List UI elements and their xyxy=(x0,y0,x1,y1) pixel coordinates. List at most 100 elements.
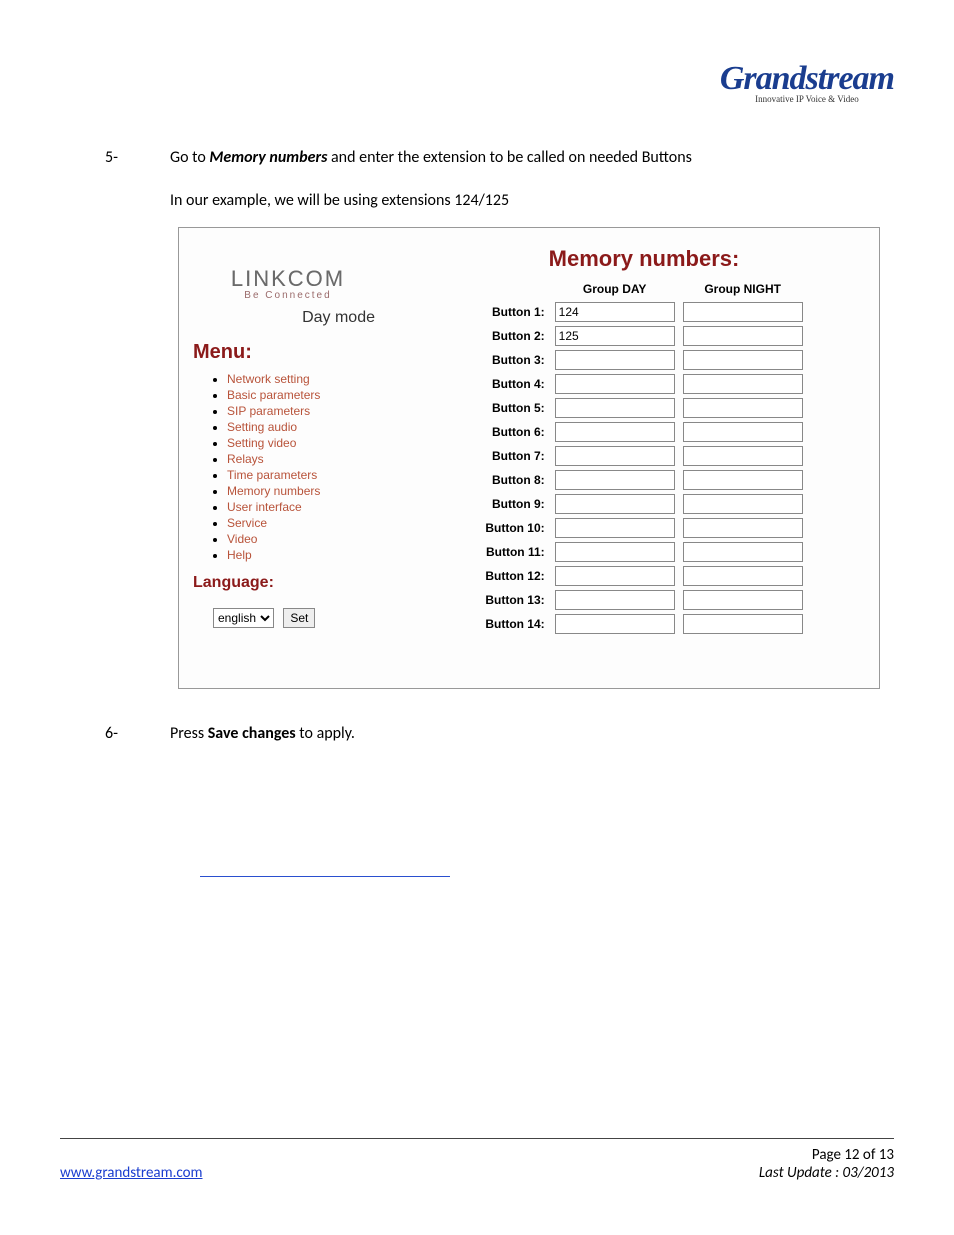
step-5-prefix: Go to xyxy=(170,148,209,167)
menu-item-label: Video xyxy=(227,532,257,546)
button-label: Button 12: xyxy=(481,564,550,588)
grandstream-logo: Grandstream Innovative IP Voice & Video xyxy=(720,60,894,104)
button-label: Button 5: xyxy=(481,396,550,420)
group-night-input[interactable] xyxy=(683,494,803,514)
menu-item-label: Service xyxy=(227,516,267,530)
group-day-input[interactable] xyxy=(555,350,675,370)
button-label: Button 14: xyxy=(481,612,550,636)
column-header-night: Group NIGHT xyxy=(679,278,807,300)
language-row: english Set xyxy=(213,608,383,628)
group-night-input[interactable] xyxy=(683,518,803,538)
group-night-input[interactable] xyxy=(683,470,803,490)
page-number: Page 12 of 13 xyxy=(759,1146,894,1164)
linkcom-logo: LINKCOM xyxy=(193,266,383,292)
table-row: Button 7: xyxy=(481,444,806,468)
document-page: Grandstream Innovative IP Voice & Video … xyxy=(0,0,954,1235)
table-row: Button 12: xyxy=(481,564,806,588)
step-5-suffix: and enter the extension to be called on … xyxy=(327,148,692,167)
group-night-input[interactable] xyxy=(683,614,803,634)
group-night-input[interactable] xyxy=(683,374,803,394)
memory-numbers-table: Group DAY Group NIGHT Button 1:Button 2:… xyxy=(481,278,806,636)
menu-list: Network setting Basic parameters SIP param… xyxy=(227,372,383,562)
table-row: Button 11: xyxy=(481,540,806,564)
step-5: 5- Go to Memory numbers and enter the ex… xyxy=(135,148,692,210)
menu-item-label: Network setting xyxy=(227,372,310,386)
group-night-input[interactable] xyxy=(683,566,803,586)
group-night-input[interactable] xyxy=(683,542,803,562)
language-select[interactable]: english xyxy=(213,608,274,628)
group-night-input[interactable] xyxy=(683,398,803,418)
memory-numbers-title: Memory numbers: xyxy=(429,246,859,272)
button-label: Button 7: xyxy=(481,444,550,468)
menu-item-label: User interface xyxy=(227,500,302,514)
table-row: Button 3: xyxy=(481,348,806,372)
group-day-input[interactable] xyxy=(555,542,675,562)
step-5-bold: Memory numbers xyxy=(209,148,327,167)
group-night-input[interactable] xyxy=(683,590,803,610)
group-night-input[interactable] xyxy=(683,446,803,466)
group-day-input[interactable] xyxy=(555,302,675,322)
group-day-input[interactable] xyxy=(555,494,675,514)
menu-item[interactable]: Video xyxy=(227,532,383,546)
menu-item[interactable]: User interface xyxy=(227,500,383,514)
menu-item-label: Basic parameters xyxy=(227,388,320,402)
menu-item[interactable]: Time parameters xyxy=(227,468,383,482)
step-6-number: 6- xyxy=(105,724,118,743)
language-header: Language: xyxy=(193,574,383,592)
menu-item[interactable]: Basic parameters xyxy=(227,388,383,402)
menu-item[interactable]: Help xyxy=(227,548,383,562)
sidebar: LINKCOM Be Connected Day mode Menu: Netw… xyxy=(193,266,383,628)
group-day-input[interactable] xyxy=(555,326,675,346)
table-row: Button 8: xyxy=(481,468,806,492)
menu-item-label: Memory numbers xyxy=(227,484,320,498)
menu-item[interactable]: Setting video xyxy=(227,436,383,450)
table-row: Button 14: xyxy=(481,612,806,636)
table-row: Button 9: xyxy=(481,492,806,516)
group-day-input[interactable] xyxy=(555,422,675,442)
menu-item[interactable]: Memory numbers xyxy=(227,484,383,498)
button-label: Button 4: xyxy=(481,372,550,396)
column-header-day: Group DAY xyxy=(551,278,679,300)
menu-item[interactable]: Service xyxy=(227,516,383,530)
group-day-input[interactable] xyxy=(555,446,675,466)
menu-item[interactable]: Setting audio xyxy=(227,420,383,434)
button-label: Button 10: xyxy=(481,516,550,540)
table-row: Button 5: xyxy=(481,396,806,420)
group-day-input[interactable] xyxy=(555,518,675,538)
group-day-input[interactable] xyxy=(555,398,675,418)
separator-rule xyxy=(200,876,450,877)
menu-item-label: Setting video xyxy=(227,436,296,450)
group-night-input[interactable] xyxy=(683,326,803,346)
button-label: Button 2: xyxy=(481,324,550,348)
button-label: Button 11: xyxy=(481,540,550,564)
group-night-input[interactable] xyxy=(683,422,803,442)
button-label: Button 3: xyxy=(481,348,550,372)
footer-url[interactable]: www.grandstream.com xyxy=(60,1164,203,1182)
menu-item[interactable]: SIP parameters xyxy=(227,404,383,418)
step-6: 6- Press Save changes to apply. xyxy=(135,724,355,743)
group-day-input[interactable] xyxy=(555,566,675,586)
menu-item-label: SIP parameters xyxy=(227,404,310,418)
menu-item-label: Help xyxy=(227,548,252,562)
button-label: Button 8: xyxy=(481,468,550,492)
button-label: Button 9: xyxy=(481,492,550,516)
menu-item[interactable]: Relays xyxy=(227,452,383,466)
group-night-input[interactable] xyxy=(683,302,803,322)
day-mode-label: Day mode xyxy=(193,309,383,327)
step-6-bold: Save changes xyxy=(208,724,296,743)
group-day-input[interactable] xyxy=(555,470,675,490)
step-5-line2: In our example, we will be using extensi… xyxy=(170,191,692,210)
group-night-input[interactable] xyxy=(683,350,803,370)
menu-item[interactable]: Network setting xyxy=(227,372,383,386)
group-day-input[interactable] xyxy=(555,374,675,394)
menu-header: Menu: xyxy=(193,341,383,364)
step-5-number: 5- xyxy=(105,148,118,167)
group-day-input[interactable] xyxy=(555,614,675,634)
button-label: Button 1: xyxy=(481,300,550,324)
set-button[interactable]: Set xyxy=(283,608,315,628)
group-day-input[interactable] xyxy=(555,590,675,610)
linkcom-screenshot: LINKCOM Be Connected Day mode Menu: Netw… xyxy=(178,227,880,689)
menu-item-label: Relays xyxy=(227,452,264,466)
table-row: Button 13: xyxy=(481,588,806,612)
menu-item-label: Setting audio xyxy=(227,420,297,434)
